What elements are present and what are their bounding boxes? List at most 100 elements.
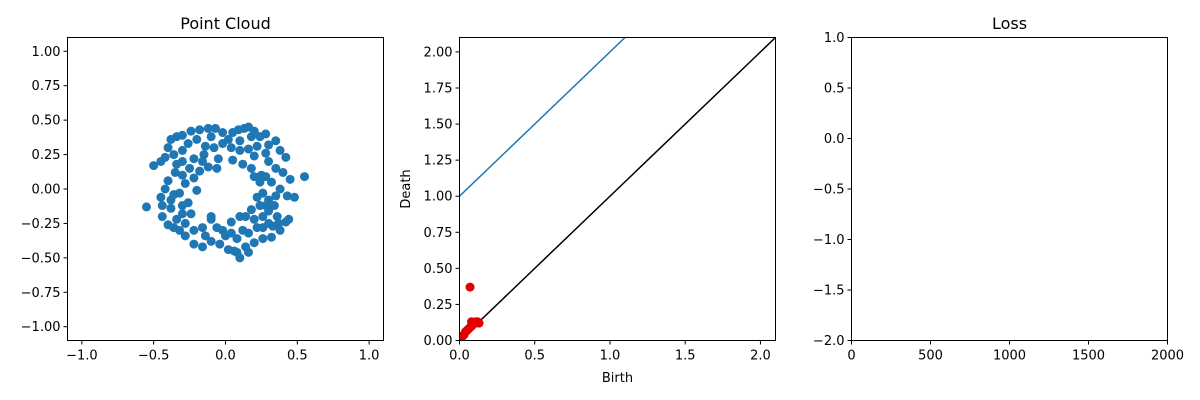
data-point [200,141,210,151]
data-point [209,143,219,153]
data-point [261,129,271,139]
data-point [169,190,179,200]
y-tick-label: −0.50 [21,251,61,266]
point-cloud-axes-frame [67,37,384,341]
persistence-diagram-panel: 0.0 0.5 1.0 1.5 2.0 0.00 0.25 0.50 0.75 1.00 1.25 1… [399,37,776,386]
data-point [226,217,236,227]
data-point [229,246,239,256]
loss-panel: Loss 0 500 1000 1500 2000 −2.0 −1.5 −1.0 −0.5 0.0… [813,14,1184,364]
y-tick-label: 0.75 [424,226,453,241]
data-point [149,161,159,171]
point-cloud-panel: Point Cloud −1.0 −0.5 0.0 0.5 1.0−1.00−0.75−… [21,14,384,364]
persistence-ticks: 0.0 0.5 1.0 1.5 2.0 0.00 0.25 0.50 0.75 1.00 1.25 1… [424,45,771,363]
data-point [186,209,196,219]
data-point [228,128,238,138]
x-tick-label: 0.5 [287,349,308,364]
y-tick-label: −0.75 [21,286,61,301]
data-point [163,176,173,186]
data-point [198,242,208,252]
y-tick-label: −1.0 [813,233,845,248]
persistence-axes-frame [459,37,776,341]
data-point [156,192,166,202]
offset-line [459,37,626,197]
data-point [241,212,251,222]
loss-ticks: 0 500 1000 1500 2000 −2.0 −1.5 −1.0 −0.5 0.0 0.5 1.… [813,31,1184,364]
x-tick-label: 0.5 [524,349,545,364]
data-point [235,253,245,263]
y-tick-label: 1.0 [824,31,845,46]
data-point [275,145,285,155]
data-point [261,148,271,158]
data-point [300,172,309,182]
x-tick-label: 2000 [1151,349,1184,364]
data-point [195,166,205,176]
data-point [235,136,245,146]
data-point [258,234,268,244]
data-point [177,201,187,211]
y-tick-label: 0.25 [32,148,61,163]
data-point [285,174,295,184]
data-point [200,231,210,241]
data-point [192,185,202,195]
data-point [142,202,151,212]
loss-title: Loss [992,14,1027,33]
x-tick-label: −1.0 [66,349,98,364]
data-point [246,132,256,142]
y-axis-label-death: Death [399,169,414,208]
y-tick-label: 0.50 [424,262,453,277]
x-tick-label: 500 [918,349,943,364]
y-tick-label: −1.5 [813,284,845,299]
y-tick-label: 1.75 [424,82,453,97]
y-tick-label: 0.5 [824,82,845,97]
y-tick-label: 0.50 [32,114,61,129]
data-point [192,134,202,144]
data-point [278,167,288,177]
point-cloud-ticks: −1.0 −0.5 0.0 0.5 1.0 −1.00 −0.75 −0.50 −0.25 0.0… [21,45,380,364]
data-point [271,136,281,146]
x-tick-label: 0 [847,349,855,364]
data-point [275,184,285,194]
data-point [160,152,170,162]
data-point [189,154,199,164]
data-point [223,134,233,144]
data-point [281,152,291,162]
y-tick-label: −0.25 [21,217,61,232]
data-point [170,167,180,177]
data-point [272,212,282,222]
data-point [195,125,205,135]
point-cloud-marks [142,122,309,263]
data-point [206,132,216,142]
data-point [172,214,182,224]
data-point [274,218,284,228]
data-point [271,191,281,201]
x-tick-label: 1000 [993,349,1026,364]
x-tick-label: 1500 [1072,349,1105,364]
data-point [271,163,281,173]
data-point [210,123,220,133]
data-point [246,163,256,173]
data-point [255,177,265,187]
data-point [266,232,276,242]
data-point [157,201,167,211]
data-point [157,212,167,222]
data-point [266,177,276,187]
data-point [198,223,208,233]
data-point [198,156,208,166]
data-point [172,159,182,169]
data-point [180,218,190,228]
data-point [189,173,199,183]
data-point [169,223,179,233]
data-point [256,170,266,180]
y-tick-label: 1.00 [32,45,61,60]
data-point [282,191,292,201]
data-point [177,170,187,180]
data-point [249,172,259,182]
data-point [246,205,256,215]
data-point [189,225,199,235]
data-point [166,134,176,144]
x-tick-label: 0.0 [215,349,236,364]
data-point [180,231,190,241]
data-point [228,155,238,165]
y-tick-label: 0.25 [424,298,453,313]
